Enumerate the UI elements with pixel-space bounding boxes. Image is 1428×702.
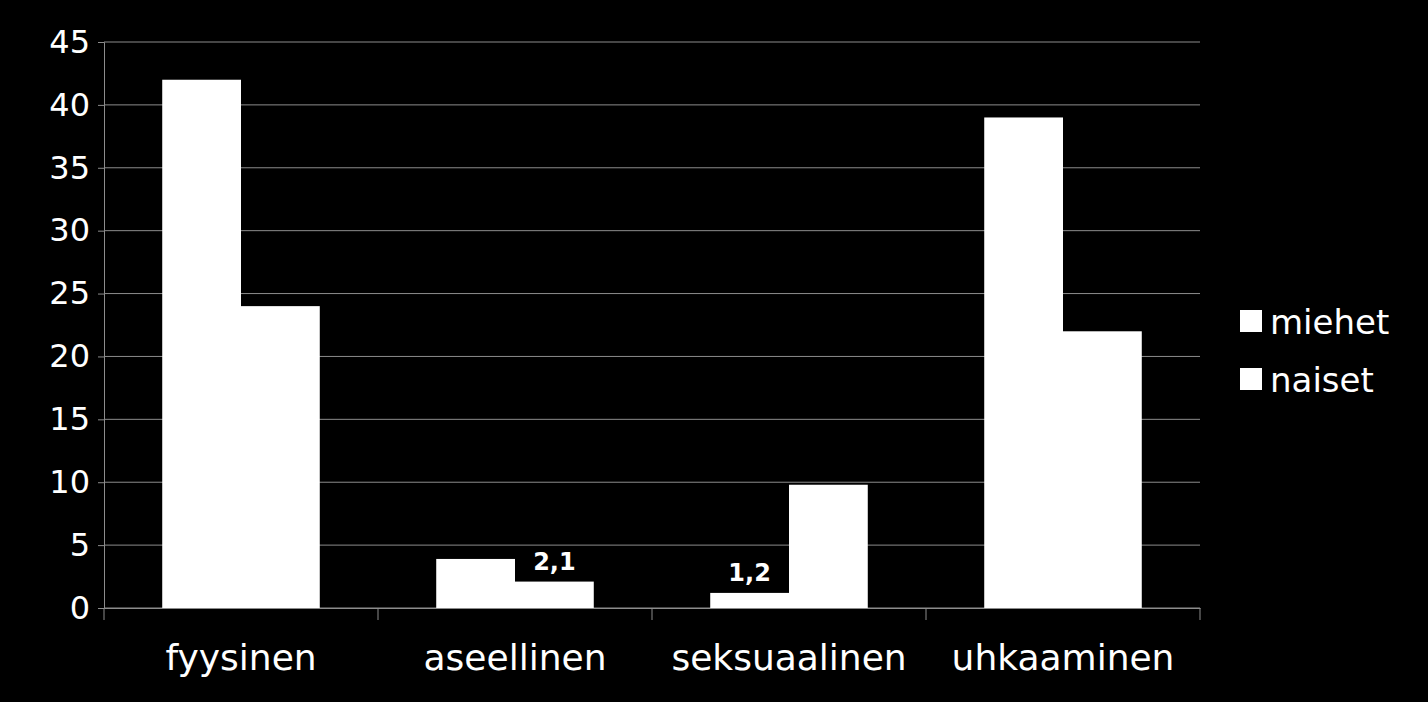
bar xyxy=(515,582,594,608)
y-tick: 30 xyxy=(49,211,104,249)
y-tick: 35 xyxy=(49,149,104,187)
y-tick-label: 40 xyxy=(49,86,90,124)
y-tick-label: 20 xyxy=(49,337,90,375)
background xyxy=(0,0,1428,702)
grid-line xyxy=(104,104,1200,105)
legend-swatch xyxy=(1240,368,1262,390)
x-tick-label: seksuaalinen xyxy=(671,637,906,678)
legend-label: naiset xyxy=(1270,360,1374,400)
legend-item: naiset xyxy=(1240,360,1374,400)
x-separator xyxy=(104,608,105,620)
x-tick: aseellinen xyxy=(424,608,607,678)
bar xyxy=(710,593,789,608)
y-tick: 0 xyxy=(70,589,104,627)
bar xyxy=(436,559,515,608)
y-tick: 10 xyxy=(49,463,104,501)
data-label: 1,2 xyxy=(728,559,771,587)
y-tick-label: 10 xyxy=(49,463,90,501)
x-separator xyxy=(378,608,379,620)
y-axis: 0 5 10 15 20 25 30 35 40 45 xyxy=(49,23,104,627)
data-labels: 1,2 2,1 xyxy=(533,548,771,587)
x-tick: seksuaalinen xyxy=(671,608,906,678)
bar xyxy=(162,80,241,608)
legend-swatch xyxy=(1240,310,1262,332)
y-tick-mark xyxy=(98,608,104,609)
x-separator xyxy=(652,608,653,620)
y-tick-mark xyxy=(98,231,104,232)
bar xyxy=(241,306,320,608)
data-label: 2,1 xyxy=(533,548,576,576)
legend-item: miehet xyxy=(1240,302,1389,342)
x-tick: fyysinen xyxy=(165,608,316,678)
x-tick: uhkaaminen xyxy=(952,608,1175,678)
y-tick: 45 xyxy=(49,23,104,61)
y-tick-label: 45 xyxy=(49,23,90,61)
x-axis: fyysinen aseellinen seksuaalinen uhkaaminen xyxy=(104,608,1201,678)
y-tick: 15 xyxy=(49,400,104,438)
y-tick: 25 xyxy=(49,274,104,312)
y-tick-label: 30 xyxy=(49,211,90,249)
y-tick-mark xyxy=(98,482,104,483)
legend-label: miehet xyxy=(1270,302,1389,342)
x-separator xyxy=(1200,608,1201,620)
x-tick-label: uhkaaminen xyxy=(952,637,1175,678)
legend: miehet naiset xyxy=(1240,302,1389,400)
y-tick-label: 5 xyxy=(70,526,90,564)
y-tick-mark xyxy=(98,356,104,357)
bar xyxy=(984,117,1063,608)
y-tick-mark xyxy=(98,545,104,546)
y-tick-mark xyxy=(98,294,104,295)
grid xyxy=(104,42,1200,608)
x-separator xyxy=(926,608,927,620)
bar xyxy=(789,485,868,608)
y-tick: 5 xyxy=(70,526,104,564)
y-axis-line xyxy=(98,43,105,609)
y-tick-label: 25 xyxy=(49,274,90,312)
x-tick-label: fyysinen xyxy=(165,637,316,678)
y-tick: 20 xyxy=(49,337,104,375)
y-tick: 40 xyxy=(49,86,104,124)
y-tick-label: 15 xyxy=(49,400,90,438)
grid-line xyxy=(104,42,1200,43)
bar xyxy=(1063,331,1142,608)
y-tick-mark xyxy=(98,105,104,106)
chart: 1,2 2,1 0 5 10 15 20 25 30 35 40 45 fyysinen aseellin… xyxy=(0,0,1428,702)
y-tick-mark xyxy=(98,419,104,420)
x-tick-label: aseellinen xyxy=(424,637,607,678)
y-tick-label: 35 xyxy=(49,149,90,187)
bars xyxy=(162,80,1142,608)
y-tick-mark xyxy=(98,168,104,169)
y-tick-mark xyxy=(98,42,104,43)
y-tick-label: 0 xyxy=(70,589,90,627)
